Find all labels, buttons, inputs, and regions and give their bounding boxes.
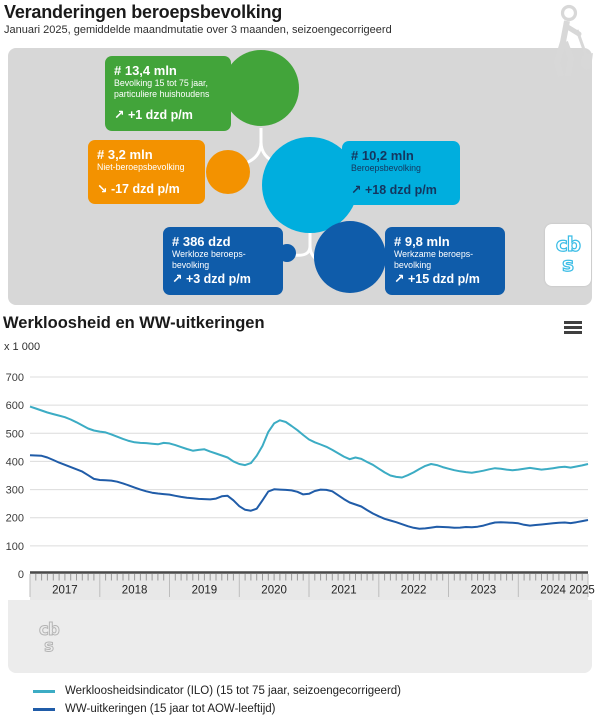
y-axis-unit-label: x 1 000 [4,341,41,353]
employed-label: Werkzame beroeps- [394,249,474,260]
non-labor-circle [206,150,250,194]
unemployed-delta: ↗ +3 dzd p/m [172,272,251,287]
svg-text:300: 300 [6,485,24,497]
employed-node: # 9,8 mln Werkzame beroeps- bevolking ↗ … [385,227,505,295]
svg-text:200: 200 [6,513,24,525]
employed-circle [314,221,386,293]
chart-legend: Werkloosheidsindicator (ILO) (15 tot 75 … [33,682,401,718]
person-with-shovel-icon [554,4,593,77]
svg-text:2023: 2023 [471,585,497,597]
labor-force-flow-diagram: # 13,4 mln Bevolking 15 tot 75 jaar, par… [8,48,592,305]
labor-force-delta: ↗ +18 dzd p/m [351,182,437,197]
labor-force-value: # 10,2 mln [351,148,414,163]
cbs-logo-badge: cb s [545,224,591,286]
svg-text:0: 0 [18,569,24,581]
svg-text:2020: 2020 [261,585,287,597]
hamburger-menu-icon[interactable] [564,321,582,334]
svg-text:400: 400 [6,456,24,468]
page-title: Veranderingen beroepsbevolking [4,2,283,22]
unemployed-label: Werkloze beroeps- [172,249,246,260]
svg-text:2022: 2022 [401,585,427,597]
cbs-logo-gray-icon: cb s [39,619,62,655]
employed-delta: ↗ +15 dzd p/m [394,272,480,287]
ww-line-swatch [33,707,55,711]
svg-text:500: 500 [6,428,24,440]
svg-text:2018: 2018 [122,585,148,597]
svg-text:s: s [562,252,574,276]
ilo-line-swatch [33,689,55,693]
unemployed-value: # 386 dzd [172,234,231,249]
svg-text:2024: 2024 [540,585,566,597]
svg-text:2025: 2025 [569,585,595,597]
population-label: Bevolking 15 tot 75 jaar, [114,78,208,89]
svg-text:2019: 2019 [192,585,218,597]
legend-item-ilo: Werkloosheidsindicator (ILO) (15 tot 75 … [33,682,401,700]
labor-force-node: # 10,2 mln Beroepsbevolking ↗ +18 dzd p/… [342,141,460,206]
ww-legend-label: WW-uitkeringen (15 jaar tot AOW-leeftijd… [65,703,276,715]
svg-text:600: 600 [6,400,24,412]
population-delta: ↗ +1 dzd p/m [114,108,193,123]
non-labor-node: # 3,2 mln Niet-beroepsbevolking ↘ -17 dz… [88,140,205,205]
labor-force-label: Beroepsbevolking [351,163,421,174]
svg-text:700: 700 [6,372,24,384]
svg-text:2017: 2017 [52,585,78,597]
population-value: # 13,4 mln [114,63,177,78]
non-labor-delta: ↘ -17 dzd p/m [97,181,180,196]
chart-title: Werkloosheid en WW-uitkeringen [3,314,265,332]
svg-text:s: s [44,636,54,655]
svg-text:100: 100 [6,541,24,553]
population-circle [223,50,299,126]
employed-value: # 9,8 mln [394,234,450,249]
svg-text:cb: cb [39,620,60,639]
non-labor-value: # 3,2 mln [97,147,153,162]
legend-item-ww: WW-uitkeringen (15 jaar tot AOW-leeftijd… [33,700,401,718]
population-node: # 13,4 mln Bevolking 15 tot 75 jaar, par… [105,56,231,131]
non-labor-label: Niet-beroepsbevolking [97,162,185,173]
svg-text:2021: 2021 [331,585,357,597]
page-subtitle: Januari 2025, gemiddelde maandmutatie ov… [4,24,392,36]
unemployed-node: # 386 dzd Werkloze beroeps- bevolking ↗ … [163,227,283,295]
ilo-legend-label: Werkloosheidsindicator (ILO) (15 tot 75 … [65,685,402,697]
svg-text:cb: cb [556,232,581,256]
cbs-logo-icon: cb s [555,232,582,277]
chart-footer-panel: cb s [8,600,592,673]
